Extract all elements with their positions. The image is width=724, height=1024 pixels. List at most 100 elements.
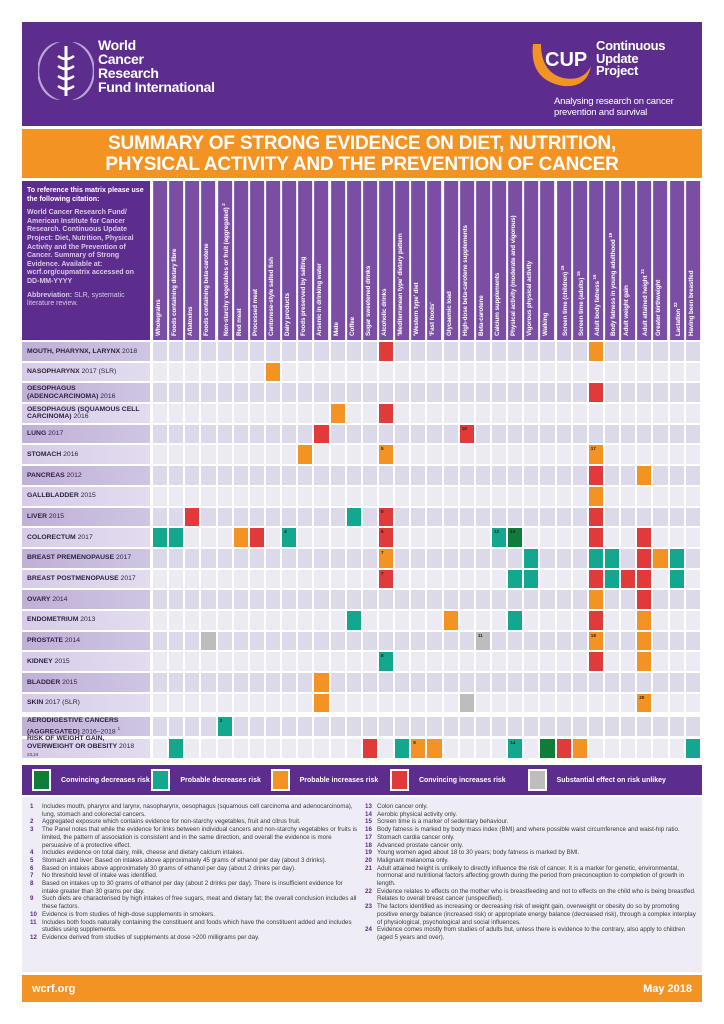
matrix-cell — [685, 610, 700, 630]
matrix-cell — [249, 383, 264, 403]
evidence-mark-probable-increases: 7 — [378, 548, 394, 568]
footnote-number: 3 — [30, 826, 34, 834]
row-label: PROSTATE 2014 — [22, 631, 150, 651]
matrix-cell — [427, 362, 442, 382]
matrix-cell — [314, 569, 329, 589]
matrix-cell — [185, 693, 200, 713]
column-header: 'Western type' diet — [411, 181, 426, 340]
matrix-cell — [265, 528, 281, 547]
matrix-cell — [201, 466, 216, 485]
evidence-mark-probable-decreases — [153, 528, 168, 547]
matrix-cell — [621, 486, 636, 506]
matrix-cell — [685, 445, 700, 465]
matrix-cell — [508, 362, 523, 382]
matrix-cell — [233, 383, 248, 403]
matrix-cell — [185, 466, 200, 485]
footnote-text: Screen time is a marker of sedentary beh… — [377, 818, 509, 826]
matrix-cell — [411, 693, 426, 713]
footnote-number: 20 — [365, 856, 372, 864]
matrix-cell — [185, 673, 200, 692]
footnote-text: Includes both foods naturally containing… — [42, 918, 352, 934]
row-label-text: OESOPHAGUS (ADENOCARCINOMA) 2016 — [27, 385, 145, 400]
matrix-cell — [427, 342, 442, 361]
matrix-cell — [685, 717, 700, 737]
matrix-cell — [524, 528, 539, 547]
row-label: KIDNEY 2015 — [22, 652, 150, 671]
matrix-cell — [395, 693, 410, 713]
matrix-cell — [411, 507, 426, 527]
column-header-label: High-dose beta-carotene supplements — [461, 225, 469, 336]
matrix-cell — [185, 569, 200, 589]
matrix-cell — [443, 528, 458, 547]
matrix-cell — [362, 717, 377, 737]
matrix-cell — [169, 466, 184, 485]
matrix-cell — [249, 424, 264, 444]
legend-label: Convincing increases risk — [418, 776, 506, 784]
matrix-cell — [540, 693, 555, 713]
matrix-cell — [282, 404, 297, 423]
matrix-cell — [508, 507, 523, 527]
matrix-cell — [524, 466, 539, 485]
matrix-cell — [346, 424, 361, 444]
evidence-footnote-ref: 3 — [219, 718, 223, 724]
footer-band: wcrf.org May 2018 — [22, 975, 702, 1002]
evidence-mark-probable-increases — [653, 548, 668, 568]
evidence-mark-convincing-increases — [637, 528, 652, 547]
matrix-cell — [362, 610, 377, 630]
matrix-cell — [265, 424, 281, 444]
evidence-mark-probable-increases — [637, 466, 652, 485]
matrix-cell — [153, 739, 168, 758]
matrix-cell — [459, 528, 474, 547]
cancer-site-year: 2016 — [63, 450, 79, 458]
legend-swatch-convincing-increases — [389, 769, 409, 791]
matrix-row: OESOPHAGUS (ADENOCARCINOMA) 2016 — [22, 383, 702, 403]
matrix-cell — [298, 717, 313, 737]
matrix-cell — [427, 404, 442, 423]
matrix-cell — [669, 424, 684, 444]
column-header: Beta-carotene — [475, 181, 490, 340]
column-header-label: Aflatoxins — [187, 306, 195, 336]
matrix-cell — [169, 693, 184, 713]
matrix-cell — [669, 590, 684, 609]
matrix-cell — [233, 466, 248, 485]
row-label: OVARY 2014 — [22, 590, 150, 609]
matrix-cell — [153, 693, 168, 713]
matrix-cell — [588, 362, 603, 382]
matrix-cell — [169, 548, 184, 568]
matrix-cell — [637, 739, 652, 758]
legend-item: Convincing decreases risk — [32, 769, 151, 791]
matrix-cell — [475, 424, 490, 444]
column-header: Vigorous physical activity — [524, 181, 539, 340]
matrix-cell — [265, 693, 281, 713]
citation-box: To reference this matrix please use the … — [22, 181, 150, 340]
cancer-site-name: PROSTATE — [27, 637, 63, 645]
evidence-mark-convincing-increases — [588, 507, 603, 527]
matrix-cell — [540, 631, 555, 651]
column-header: Processed meat — [249, 181, 264, 340]
evidence-mark-probable-increases — [588, 342, 603, 361]
title-line: PHYSICAL ACTIVITY AND THE PREVENTION OF … — [105, 153, 619, 175]
matrix-cell — [443, 466, 458, 485]
cup-name-line: Update — [596, 50, 639, 66]
evidence-mark-probable-decreases — [604, 548, 620, 568]
column-header-label: Wholegrains — [155, 299, 162, 336]
matrix-cell — [475, 404, 490, 423]
website-link[interactable]: wcrf.org — [32, 982, 76, 995]
matrix-cell — [411, 383, 426, 403]
matrix-row: BREAST PREMENOPAUSE 2017 7 — [22, 548, 702, 568]
matrix-cell — [491, 486, 507, 506]
column-header: Having been breastfed — [685, 181, 700, 340]
footnote-text: Evidence derived from studies of supplem… — [42, 933, 260, 941]
matrix-cell — [524, 739, 539, 758]
row-label-text: PANCREAS 2012 — [27, 472, 82, 480]
matrix-cell — [314, 466, 329, 485]
matrix-cell — [395, 404, 410, 423]
row-label-text: STOMACH 2016 — [27, 451, 78, 459]
matrix-cell — [491, 383, 507, 403]
evidence-mark-probable-decreases — [685, 739, 700, 758]
matrix-cell — [508, 404, 523, 423]
matrix-cell — [395, 466, 410, 485]
matrix-cell — [669, 631, 684, 651]
legend-label: Substantial effect on risk unlikey — [556, 776, 666, 784]
matrix-cell — [411, 610, 426, 630]
